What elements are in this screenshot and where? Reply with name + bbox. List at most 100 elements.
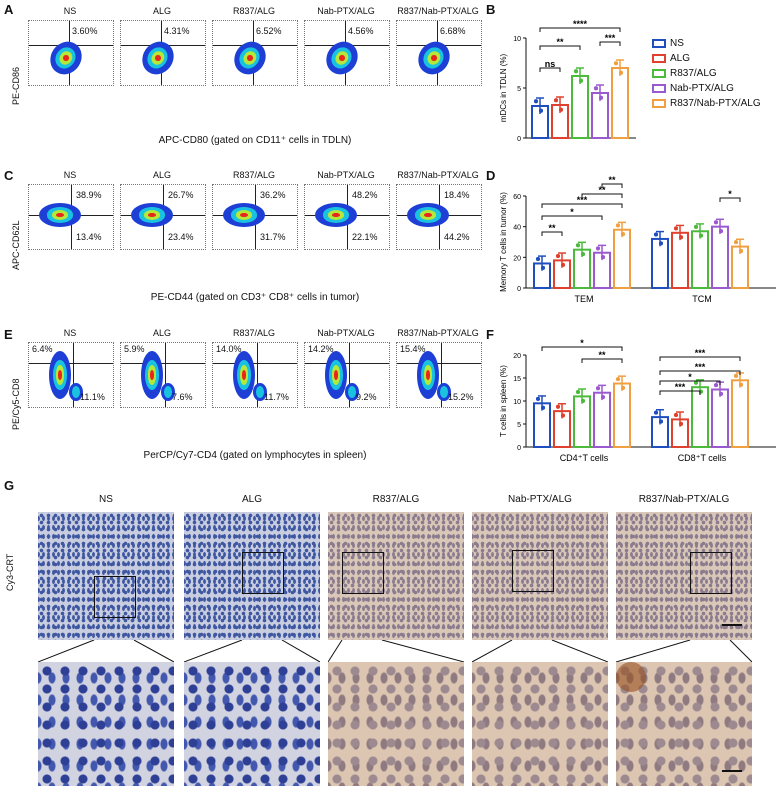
- data-point: [594, 86, 598, 91]
- flow-group-title: Nab-PTX/ALG: [317, 170, 375, 180]
- ihc-overview-image: [472, 512, 608, 640]
- c-xlabel: PE-CD44 (gated on CD3⁺ CD8⁺ cells in tum…: [150, 292, 360, 303]
- ihc-group-title: NS: [99, 494, 113, 505]
- flow-plot: [28, 184, 114, 250]
- x-category-label: CD4⁺T cells: [560, 453, 609, 463]
- sig-bracket: [719, 197, 741, 202]
- sig-label: ***: [695, 348, 706, 358]
- flow-plot: [304, 184, 390, 250]
- gate-vertical: [73, 343, 74, 407]
- sig-label: ***: [605, 33, 616, 43]
- data-point: [554, 98, 558, 103]
- gate-percent-upper: 18.4%: [444, 190, 470, 200]
- ihc-zoom-image: [616, 662, 752, 786]
- sig-bracket: [541, 203, 623, 208]
- data-point: [739, 382, 743, 387]
- connector-line-left: [184, 640, 243, 662]
- ihc-group-title: Nab-PTX/ALG: [508, 494, 572, 505]
- flow-plot: [212, 184, 298, 250]
- bar: [731, 379, 749, 448]
- data-point: [621, 232, 625, 237]
- density-core: [333, 370, 339, 380]
- data-point: [556, 404, 560, 409]
- panel-label-f: F: [486, 327, 494, 342]
- density-core: [425, 370, 431, 380]
- bar: [691, 386, 709, 448]
- data-point: [679, 235, 683, 240]
- y-tick-label: 20: [513, 353, 521, 360]
- legend-item: R837/Nab-PTX/ALG: [652, 98, 761, 109]
- bar: [573, 395, 591, 448]
- flow-group-title: Nab-PTX/ALG: [317, 328, 375, 338]
- gate-percent-lower: 11.7%: [264, 392, 289, 402]
- zoom-region-box: [690, 552, 732, 594]
- connector-line-right: [729, 640, 752, 662]
- gate-percent-upper: 14.0%: [216, 344, 242, 354]
- density-core: [57, 370, 63, 380]
- zoom-connector: [472, 640, 608, 662]
- sig-label: *: [688, 372, 692, 382]
- sig-bracket: [539, 27, 621, 32]
- connector-line-left: [38, 640, 95, 662]
- data-point: [541, 265, 545, 270]
- gate-vertical: [349, 343, 350, 407]
- bar: [593, 391, 611, 448]
- bar: [613, 382, 631, 448]
- data-point: [621, 385, 625, 390]
- gate-percent-upper: 6.52%: [256, 26, 282, 36]
- gate-percent-lower: 15.2%: [448, 392, 474, 402]
- data-point: [539, 108, 543, 113]
- gate-horizontal: [29, 363, 113, 364]
- zoom-region-box: [342, 552, 384, 594]
- density-core: [239, 212, 249, 218]
- bar: [571, 75, 589, 139]
- gate-percent-upper: 48.2%: [352, 190, 378, 200]
- y-tick-label: 15: [513, 376, 521, 383]
- data-point: [654, 410, 658, 415]
- scale-bar: [722, 770, 742, 772]
- data-point: [679, 421, 683, 426]
- legend-swatch: [652, 53, 666, 63]
- flow-group-title: R837/Nab-PTX/ALG: [397, 328, 479, 338]
- gate-horizontal: [397, 363, 481, 364]
- ihc-group-title: ALG: [241, 494, 262, 505]
- density-mid-secondary: [72, 386, 80, 398]
- data-point: [734, 240, 738, 245]
- data-point: [559, 107, 563, 112]
- density-core: [149, 370, 155, 380]
- gate-percent-upper: 38.9%: [76, 190, 102, 200]
- a-xlabel: APC-CD80 (gated on CD11⁺ cells in TDLN): [158, 135, 352, 146]
- flow-group-title: R837/ALG: [232, 170, 276, 180]
- data-point: [574, 69, 578, 74]
- chart-d: 0 20 40 60 Memory T cells in tumor (%) TEM TCM…: [499, 176, 776, 304]
- sig-label: **: [598, 185, 606, 195]
- flow-group-title: R837/ALG: [232, 328, 276, 338]
- sig-label: ***: [577, 195, 588, 205]
- e-xlabel: PerCP/Cy7-CD4 (gated on lymphocytes in s…: [143, 450, 367, 461]
- panel-label-a: A: [4, 2, 14, 17]
- data-point: [734, 373, 738, 378]
- density-core: [63, 54, 69, 62]
- data-point: [556, 253, 560, 258]
- y-axis-label: mDCs in TDLN (%): [499, 54, 508, 123]
- flow-group-title: R837/Nab-PTX/ALG: [397, 6, 479, 16]
- data-point: [694, 380, 698, 385]
- legend-item: ALG: [652, 53, 761, 64]
- zoom-region-box: [512, 550, 554, 592]
- density-core: [331, 212, 341, 218]
- data-point: [561, 262, 565, 267]
- bar: [691, 230, 709, 289]
- flow-plot: [304, 20, 390, 86]
- data-point: [579, 78, 583, 83]
- panel-label-d: D: [486, 168, 496, 183]
- data-point: [694, 224, 698, 229]
- data-point: [719, 391, 723, 396]
- flow-plot: [120, 20, 206, 86]
- density-core: [155, 54, 161, 62]
- data-point: [601, 395, 605, 400]
- gate-horizontal: [121, 363, 205, 364]
- flow-plot: [212, 20, 298, 86]
- gate-percent-upper: 26.7%: [168, 190, 194, 200]
- data-point: [534, 99, 538, 104]
- data-point: [616, 223, 620, 228]
